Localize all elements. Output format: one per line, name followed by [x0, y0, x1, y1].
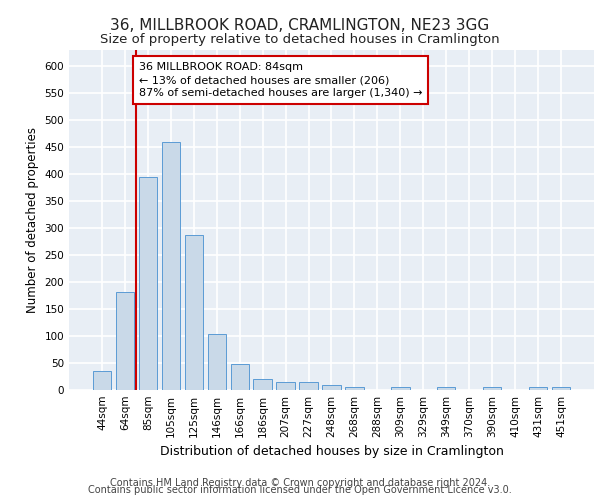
Bar: [483, 388, 501, 390]
Bar: [230, 364, 249, 390]
Bar: [116, 292, 134, 390]
Bar: [552, 388, 570, 390]
Bar: [185, 235, 203, 390]
Text: 36, MILLBROOK ROAD, CRAMLINGTON, NE23 3GG: 36, MILLBROOK ROAD, CRAMLINGTON, NE23 3G…: [110, 18, 490, 32]
Bar: [322, 385, 341, 390]
Bar: [299, 382, 318, 390]
Text: Contains public sector information licensed under the Open Government Licence v3: Contains public sector information licen…: [88, 485, 512, 495]
Bar: [277, 382, 295, 390]
Bar: [162, 142, 180, 390]
Bar: [529, 388, 547, 390]
Text: 36 MILLBROOK ROAD: 84sqm
← 13% of detached houses are smaller (206)
87% of semi-: 36 MILLBROOK ROAD: 84sqm ← 13% of detach…: [139, 62, 422, 98]
Text: Size of property relative to detached houses in Cramlington: Size of property relative to detached ho…: [100, 32, 500, 46]
Bar: [437, 387, 455, 390]
X-axis label: Distribution of detached houses by size in Cramlington: Distribution of detached houses by size …: [160, 446, 503, 458]
Bar: [208, 334, 226, 390]
Y-axis label: Number of detached properties: Number of detached properties: [26, 127, 39, 313]
Bar: [391, 388, 410, 390]
Bar: [93, 371, 111, 390]
Bar: [253, 379, 272, 390]
Bar: [139, 178, 157, 390]
Bar: [345, 388, 364, 390]
Text: Contains HM Land Registry data © Crown copyright and database right 2024.: Contains HM Land Registry data © Crown c…: [110, 478, 490, 488]
